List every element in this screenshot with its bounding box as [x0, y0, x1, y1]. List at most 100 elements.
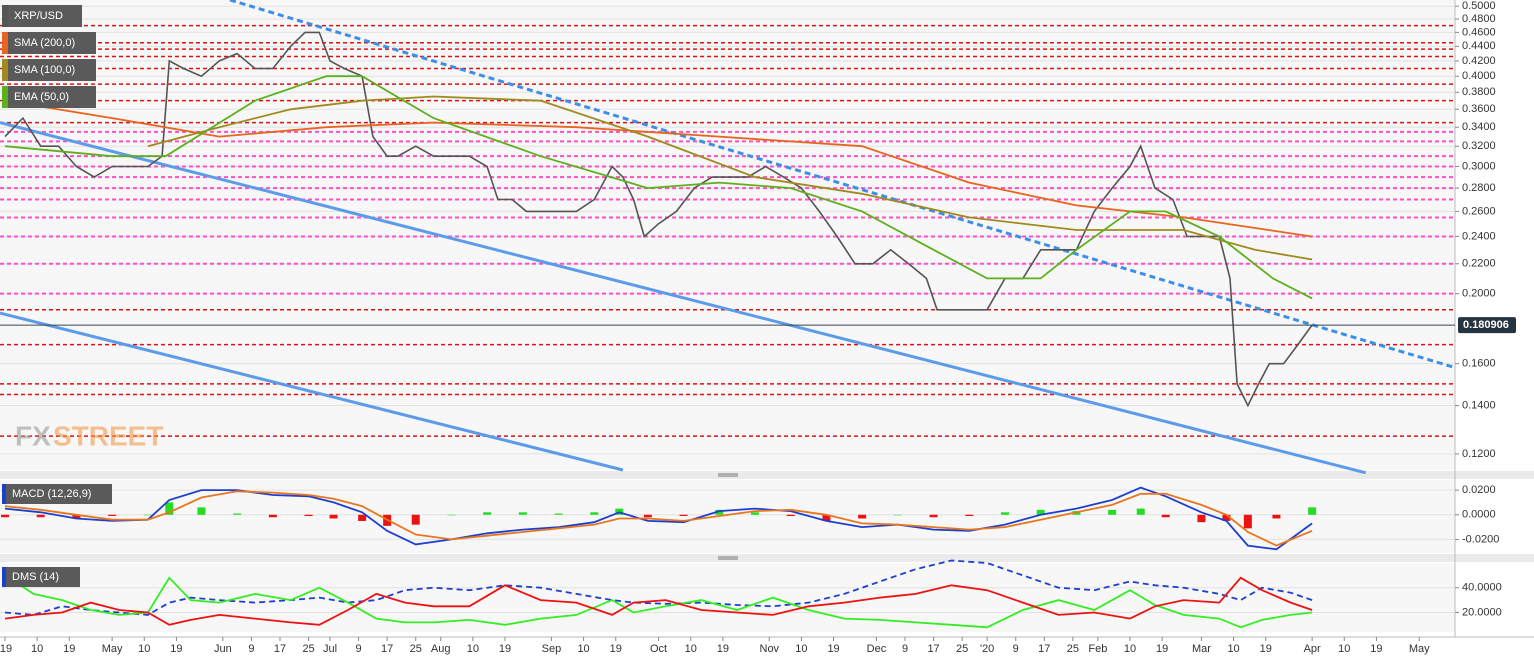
x-tick-label: Feb: [1088, 643, 1107, 655]
x-tick-label: 25: [302, 643, 314, 655]
x-tick-label: Nov: [760, 643, 780, 655]
legend-label: SMA (200,0): [14, 37, 75, 49]
histogram-bar: [822, 514, 831, 521]
x-tick-label: 19: [610, 643, 622, 655]
y-tick-label: -0.0200: [1462, 533, 1499, 545]
x-tick-label: 17: [381, 643, 393, 655]
panel-divider[interactable]: [0, 554, 1534, 562]
legend-label: SMA (100,0): [14, 64, 75, 76]
x-tick-label: 10: [1227, 643, 1239, 655]
y-tick-label: 0.0000: [1462, 509, 1496, 521]
x-tick-label: Apr: [1304, 643, 1321, 655]
legend-entry: SMA (100,0): [2, 59, 96, 81]
series-line: [4, 576, 1313, 626]
x-tick-label: 19: [1370, 643, 1382, 655]
panel-title-label: MACD (12,26,9): [12, 488, 91, 500]
legend-box: [2, 32, 96, 54]
y-tick-label: 0.5000: [1462, 0, 1496, 12]
legend-swatch: [2, 86, 8, 108]
histogram-bar: [143, 514, 152, 516]
series-line: [4, 490, 1313, 547]
y-tick-label: 0.4800: [1462, 13, 1496, 25]
y-tick-label: 40.0000: [1462, 582, 1502, 594]
y-tick-label: 0.4400: [1462, 40, 1496, 52]
x-tick-label: 10: [685, 643, 697, 655]
x-tick-label: Jul: [323, 643, 337, 655]
y-tick-label: 0.1600: [1462, 358, 1496, 370]
trend-line: [0, 121, 1367, 475]
x-tick-label: 19: [170, 643, 182, 655]
x-tick-label: 17: [927, 643, 939, 655]
histogram-bar: [1243, 514, 1252, 529]
histogram-bar: [1136, 508, 1145, 515]
x-tick-label: 10: [577, 643, 589, 655]
y-tick-label: 0.2200: [1462, 258, 1496, 270]
y-tick-label: 0.3000: [1462, 160, 1496, 172]
y-tick-label: 0.4200: [1462, 55, 1496, 67]
y-tick-label: 0.2800: [1462, 182, 1496, 194]
y-tick-label: 0.3200: [1462, 140, 1496, 152]
panel-title: MACD (12,26,9): [2, 484, 112, 504]
x-tick-label: 19: [63, 643, 75, 655]
main-panel: [0, 0, 1455, 470]
x-tick-label: Oct: [650, 643, 667, 655]
legend-entry: SMA (200,0): [2, 32, 96, 54]
x-tick-label: 10: [467, 643, 479, 655]
legend-swatch: [2, 59, 8, 81]
histogram-bar: [108, 514, 117, 517]
histogram-bar: [679, 514, 688, 517]
histogram-bar: [411, 514, 420, 525]
x-tick-label: 19: [827, 643, 839, 655]
histogram-bar: [197, 507, 206, 515]
histogram-bar: [483, 512, 492, 515]
histogram-bar: [893, 514, 902, 516]
histogram-bar: [715, 509, 724, 515]
histogram-bar: [1222, 514, 1231, 521]
trend-line: [0, 311, 624, 472]
x-tick-label: 10: [1338, 643, 1350, 655]
histogram-bar: [965, 514, 974, 517]
trend-line: [229, 0, 1456, 370]
histogram-bar: [268, 514, 277, 518]
y-tick-label: 0.3800: [1462, 86, 1496, 98]
x-tick-label: 9: [356, 643, 362, 655]
legend-label: XRP/USD: [14, 10, 63, 22]
x-tick-label: 19: [1156, 643, 1168, 655]
x-tick-label: May: [102, 643, 123, 655]
legend-swatch: [2, 5, 8, 27]
panel-title-label: DMS (14): [12, 571, 59, 583]
histogram-bar: [1161, 514, 1170, 518]
x-tick-label: Mar: [1192, 643, 1211, 655]
legend-label: EMA (50,0): [14, 91, 69, 103]
x-tick-label: 19: [717, 643, 729, 655]
series-line: [147, 95, 1313, 261]
histogram-bar: [1036, 509, 1045, 515]
histogram-bar: [590, 512, 599, 515]
histogram-bar: [643, 514, 652, 518]
y-tick-label: 0.3600: [1462, 103, 1496, 115]
histogram-bar: [1001, 512, 1009, 515]
histogram-bar: [233, 513, 242, 515]
x-tick-label: 25: [1067, 643, 1079, 655]
x-tick-label: 10: [138, 643, 150, 655]
histogram-bar: [1, 514, 9, 518]
x-tick-label: '19: [0, 643, 12, 655]
histogram-bar: [554, 513, 563, 515]
panel-2: 40.0000 20.0000 DMS (14): [0, 559, 1502, 629]
y-tick-label: 0.1400: [1462, 399, 1496, 411]
x-tick-label: 10: [1124, 643, 1136, 655]
x-tick-label: '20: [980, 643, 994, 655]
x-tick-label: Aug: [431, 643, 451, 655]
x-tick-label: Dec: [867, 643, 887, 655]
series-line: [4, 559, 1313, 616]
y-tick-label: 0.2400: [1462, 230, 1496, 242]
y-tick-label: 20.0000: [1462, 606, 1502, 618]
panel-divider[interactable]: [0, 471, 1534, 479]
watermark: STREET: [53, 420, 163, 451]
title-box: [2, 567, 80, 587]
dms-panel: [0, 563, 1455, 632]
x-tick-label: 17: [1038, 643, 1050, 655]
series-line: [4, 486, 1313, 551]
